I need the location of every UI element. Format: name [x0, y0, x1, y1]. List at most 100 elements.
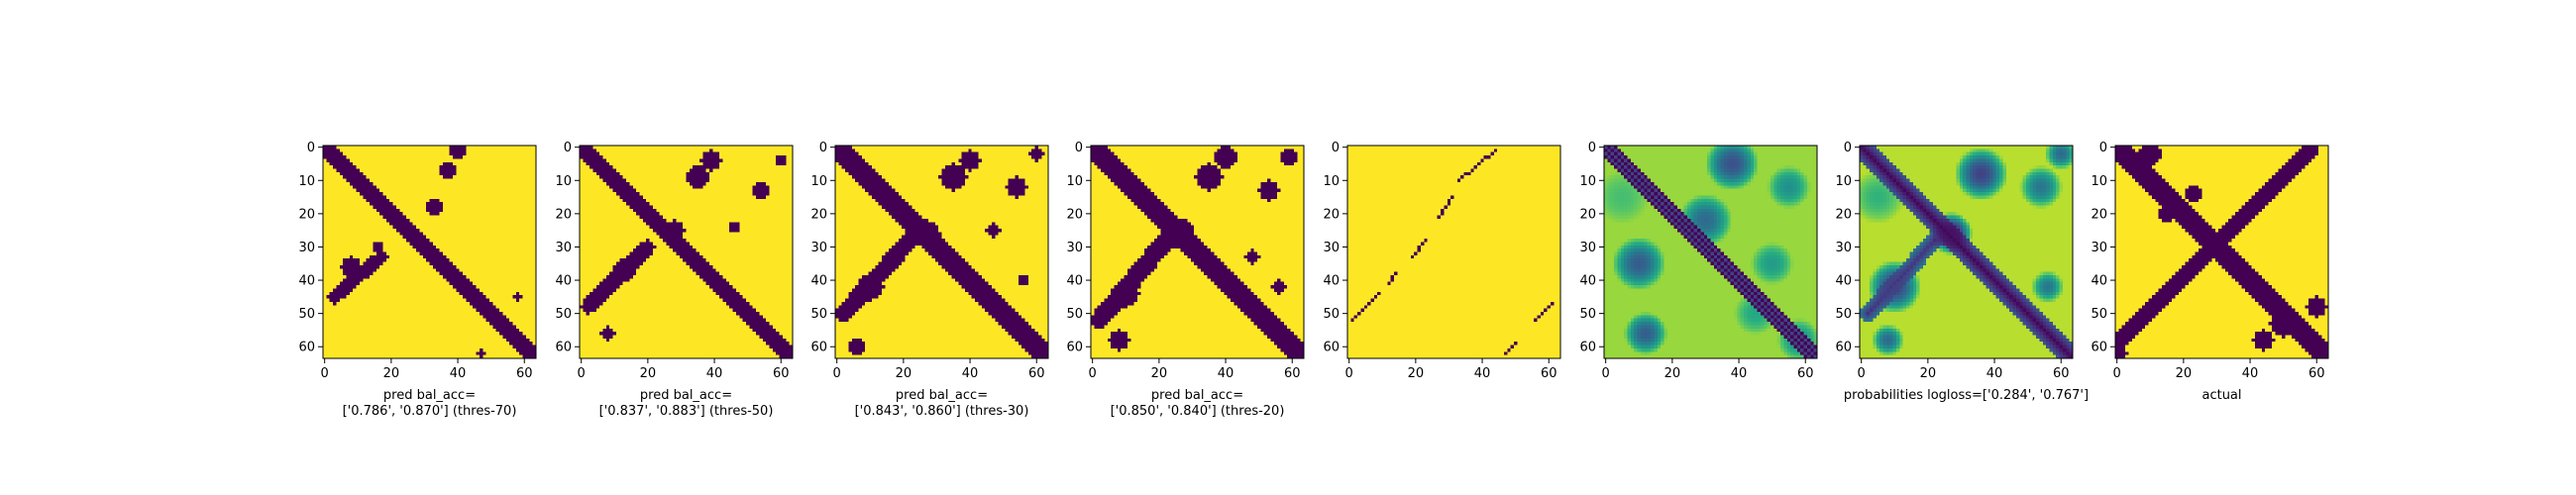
heatmap-cell-run — [1604, 315, 1635, 320]
heatmap-cell-run — [1995, 285, 2000, 289]
heatmap-cell-run — [1630, 181, 1635, 186]
heatmap-cell-run — [1664, 322, 1738, 326]
heatmap-cell-run — [1651, 185, 1655, 190]
heatmap-cell-run — [1277, 315, 1305, 320]
x-tick-label: 60 — [1797, 366, 1814, 381]
heatmap-cell-run — [385, 258, 427, 262]
heatmap-cell-run — [1757, 328, 1762, 333]
heatmap-cell-run — [2062, 181, 2074, 186]
heatmap-cell-run — [1942, 235, 1947, 240]
heatmap-cell-run — [1770, 271, 1774, 276]
heatmap-cell-run — [1703, 239, 1708, 243]
heatmap-cell-run — [1707, 235, 1711, 240]
heatmap-cell-run — [323, 268, 344, 273]
heatmap-cell-run — [1620, 245, 1625, 249]
heatmap-cell-run — [1624, 275, 1628, 279]
heatmap-cell-run — [1899, 192, 1904, 196]
heatmap-cell-run — [1992, 148, 2047, 153]
heatmap-cell-run — [1347, 225, 1561, 230]
heatmap-cell-run — [1757, 264, 1762, 269]
heatmap-cell-run — [1607, 158, 1612, 163]
heatmap-cell-run — [1966, 248, 1971, 252]
heatmap-cell-run — [1892, 338, 1897, 343]
heatmap-cell-run — [409, 242, 434, 247]
heatmap-cell-run — [1737, 161, 1742, 166]
heatmap-cell-run — [835, 285, 856, 289]
heatmap-cell-run — [1720, 165, 1725, 169]
heatmap-cell-run — [1347, 165, 1475, 169]
heatmap-cell-run — [1730, 281, 1735, 286]
heatmap-cell-run — [1720, 264, 1725, 269]
heatmap-cell-run — [1227, 264, 1305, 269]
heatmap-cell-run — [1790, 195, 1794, 200]
heatmap-cell-run — [1727, 268, 1732, 273]
heatmap-cell-run — [1899, 168, 1957, 173]
heatmap-cell-run — [1640, 325, 1645, 330]
heatmap-cell-run — [1604, 254, 1615, 259]
heatmap-cell-run — [333, 288, 354, 293]
heatmap-cell-run — [1783, 325, 1788, 330]
heatmap-cell-run — [1680, 218, 1684, 223]
heatmap-cell-run — [1717, 264, 1721, 269]
heatmap-cell-run — [2052, 165, 2057, 169]
heatmap-cell-run — [1670, 215, 1674, 220]
heatmap-cell-run — [2046, 188, 2050, 193]
heatmap-cell-run — [2005, 281, 2010, 286]
heatmap-cell-run — [1091, 185, 1119, 190]
heatmap-cell-run — [1717, 248, 1721, 252]
heatmap-cell-run — [1640, 264, 1645, 269]
heatmap-cell-run — [735, 288, 794, 293]
heatmap-cell-run — [1800, 345, 1804, 349]
heatmap-cell-run — [1776, 345, 1781, 349]
heatmap-cell-run — [1657, 338, 1662, 343]
heatmap-cell-run — [1240, 308, 1271, 313]
heatmap-cell-run — [1394, 271, 1398, 276]
heatmap-cell-run — [1693, 225, 1698, 230]
heatmap-cell-run — [2032, 202, 2037, 206]
heatmap-cell-run — [1617, 195, 1622, 200]
heatmap-cell-run — [1657, 264, 1662, 269]
heatmap-cell-run — [1737, 318, 1742, 323]
heatmap-cell-run — [1750, 315, 1755, 320]
heatmap-cell-run — [1902, 264, 1907, 269]
heatmap-cell-run — [479, 311, 503, 316]
heatmap-cell-run — [1912, 281, 1917, 286]
heatmap-cell-run — [2046, 175, 2050, 179]
heatmap-cell-run — [1710, 232, 1715, 237]
heatmap-cell-run — [1860, 188, 1864, 193]
heatmap-cell-run — [702, 161, 720, 166]
heatmap-cell-run — [1885, 295, 1890, 299]
heatmap-cell-run — [2019, 305, 2023, 309]
heatmap-cell-run — [1959, 181, 1964, 186]
heatmap-cell-run — [1246, 258, 1258, 262]
heatmap-cell-run — [1919, 198, 1924, 203]
heatmap-cell-run — [1347, 218, 1561, 223]
heatmap-cell-run — [1786, 258, 1791, 262]
heatmap-cell-run — [626, 254, 650, 259]
heatmap-cell-run — [1347, 275, 1392, 279]
x-tick-label: 40 — [450, 366, 467, 381]
heatmap-cell-run — [619, 258, 647, 262]
heatmap-cell-run — [1654, 335, 1659, 340]
heatmap-cell-run — [2039, 291, 2044, 296]
heatmap-cell-run — [898, 192, 1010, 196]
heatmap-cell-run — [1024, 192, 1049, 196]
heatmap-cell-run — [1744, 271, 1755, 276]
heatmap-cell-run — [941, 168, 966, 173]
heatmap-cell-run — [705, 168, 710, 173]
heatmap-cell-run — [1916, 268, 1920, 273]
heatmap-cell-run — [1493, 151, 1561, 156]
heatmap-cell-run — [1879, 281, 1883, 286]
heatmap-cell-run — [1703, 212, 1708, 216]
heatmap-cell-run — [1293, 148, 1305, 153]
heatmap-cell-run — [1744, 178, 1748, 183]
heatmap-cell-run — [1031, 354, 1049, 359]
heatmap-cell-run — [1634, 271, 1638, 276]
y-tick-label: 10 — [555, 174, 572, 189]
heatmap-cell-run — [2059, 188, 2064, 193]
heatmap-cell-run — [1111, 332, 1128, 336]
heatmap-cell-run — [1700, 198, 1705, 203]
heatmap-cell-run — [1939, 235, 1944, 240]
heatmap-cell-run — [1936, 205, 2034, 210]
heatmap-cell-run — [1657, 332, 1662, 336]
